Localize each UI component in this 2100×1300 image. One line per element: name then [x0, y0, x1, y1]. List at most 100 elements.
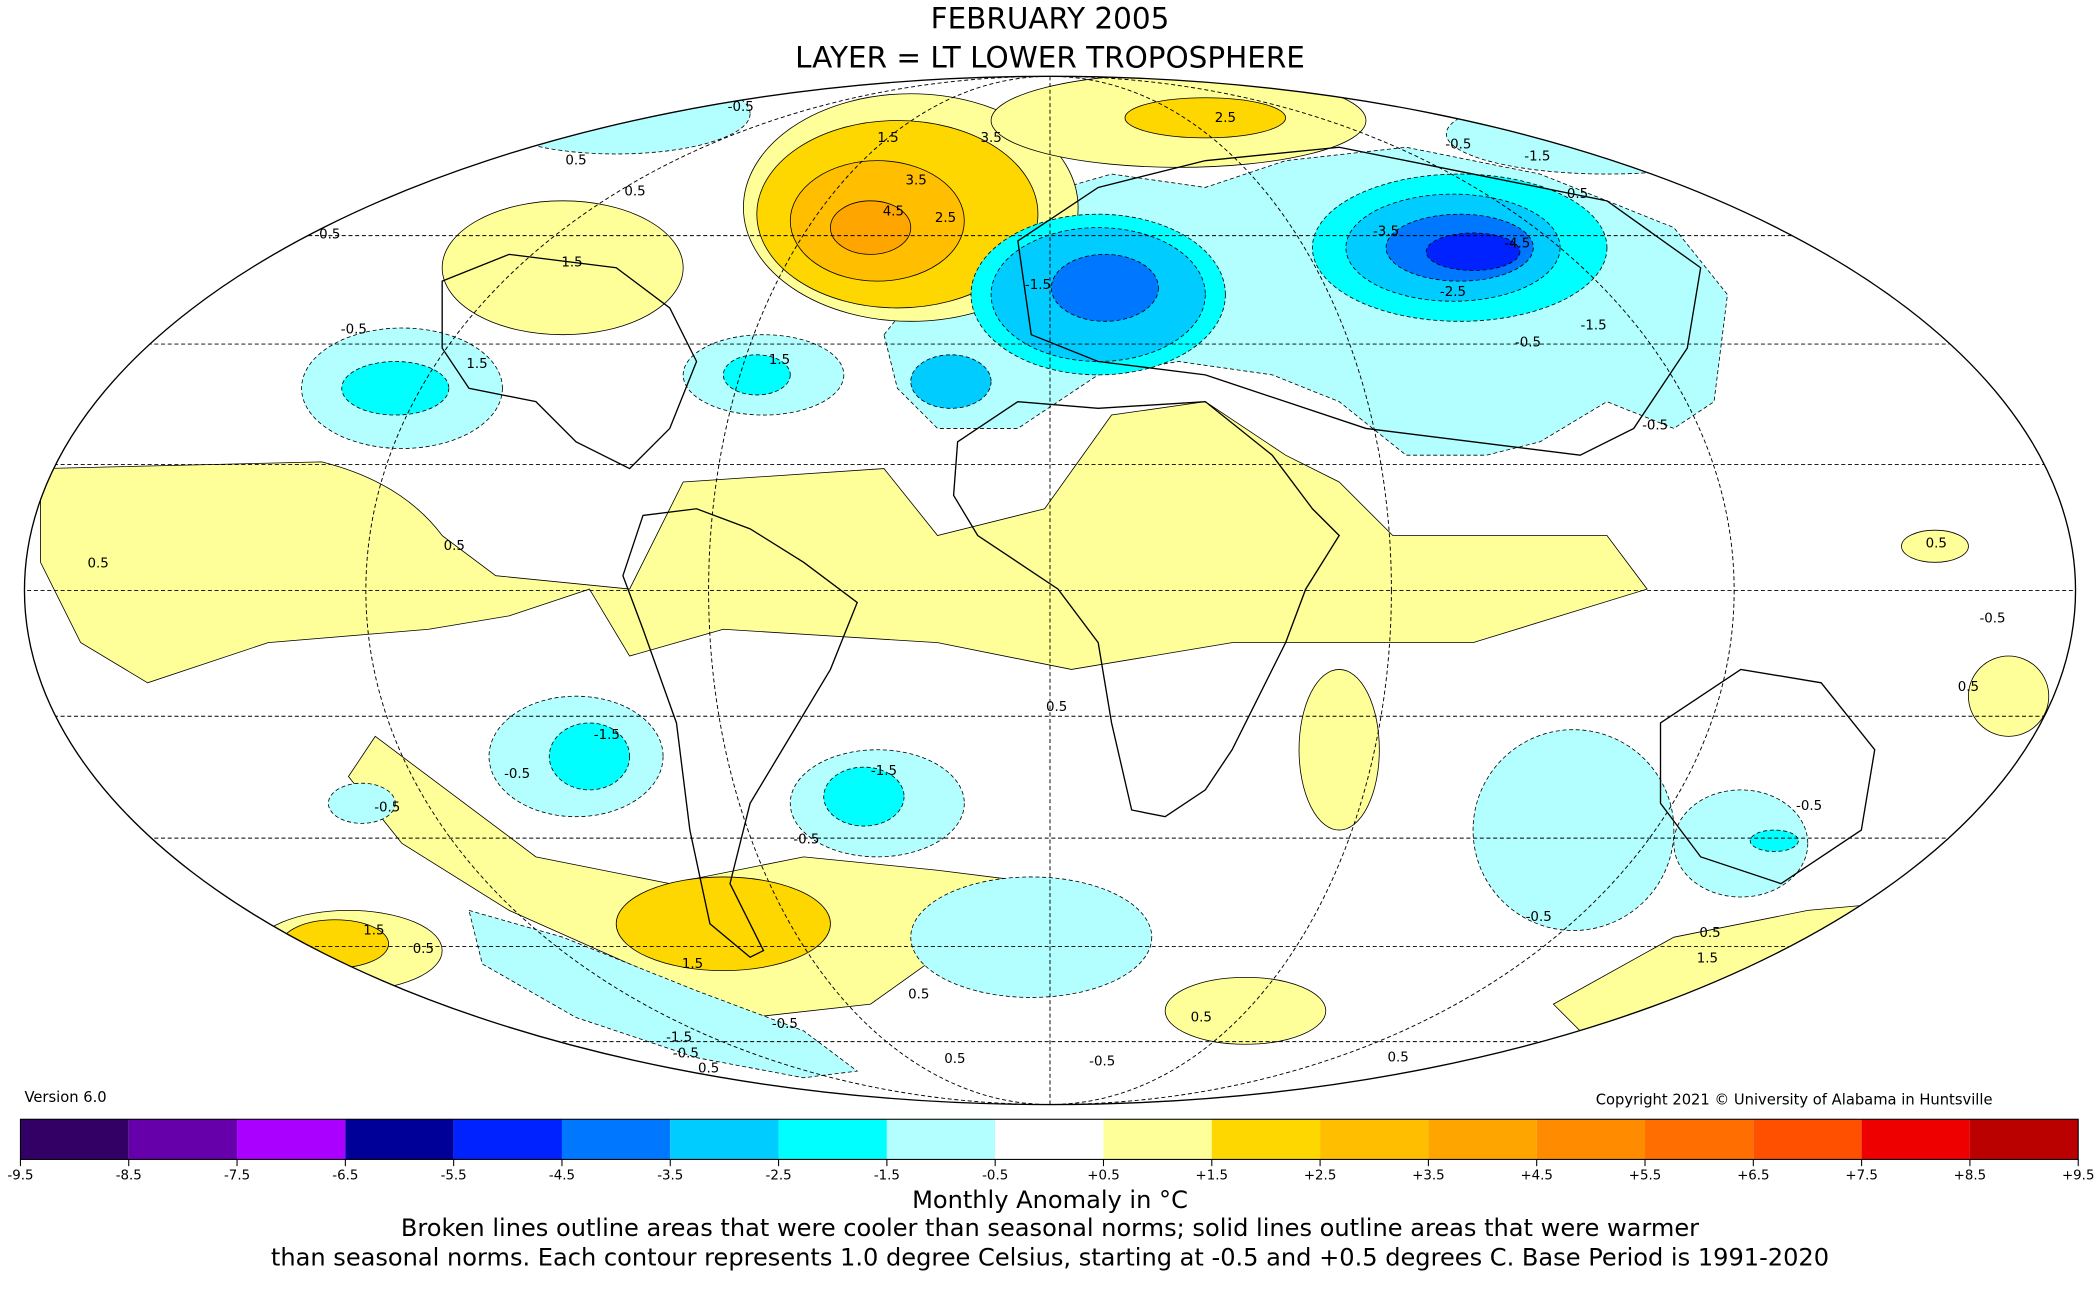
contour-label: 3.5: [905, 174, 926, 189]
contour-label: -2.5: [1440, 285, 1466, 300]
contour-label: 0.5: [908, 988, 929, 1003]
anomaly-area: [481, 76, 751, 155]
colorbar-tick-label: -9.5: [7, 1168, 33, 1183]
contour-label: 0.5: [413, 942, 434, 957]
colorbar-tick-label: +8.5: [1954, 1168, 1986, 1183]
subtitle: LAYER = LT LOWER TROPOSPHERE: [795, 40, 1305, 74]
anomaly-area: [910, 354, 992, 409]
colorbar-label: Monthly Anomaly in °C: [912, 1186, 1188, 1214]
caption-line: Broken lines outline areas that were coo…: [401, 1214, 1699, 1242]
contour-label: 1.5: [466, 357, 487, 372]
colorbar-tick-label: +0.5: [1087, 1168, 1119, 1183]
colorbar-swatch: [886, 1119, 996, 1160]
contour-label: 0.5: [624, 184, 645, 199]
contour-label: 1.5: [877, 131, 898, 146]
anomaly-area: [823, 766, 905, 827]
anomaly-area: [1749, 829, 1799, 852]
anomaly-area: [1050, 253, 1159, 322]
copyright: Copyright 2021 © University of Alabama i…: [1596, 1092, 1993, 1109]
contour-label: -0.5: [1515, 336, 1541, 351]
colorbar-tick-label: -1.5: [874, 1168, 900, 1183]
colorbar-tick-label: +4.5: [1520, 1168, 1552, 1183]
colorbar-frame: [19, 1118, 2079, 1160]
contour-label: 0.5: [1046, 700, 1067, 715]
colorbar-tick-label: -5.5: [441, 1168, 467, 1183]
colorbar-tick-label: -7.5: [224, 1168, 250, 1183]
contour-label: -0.5: [1526, 910, 1552, 925]
anomaly-area: [40, 401, 1648, 684]
contour-label: 1.5: [769, 353, 790, 368]
colorbar-swatch: [1103, 1119, 1212, 1160]
contour-label: 1.5: [561, 255, 582, 270]
contour-labels: -0.5 0.5 1.5 2.5 3.5 4.5 3.5 2.5 0.5 0.5 1.5 -0.5 1.…: [87, 100, 2005, 1076]
contour-label: 0.5: [1191, 1011, 1212, 1026]
contour-label: 0.5: [1567, 187, 1588, 202]
contour-label: 2.5: [1215, 111, 1236, 126]
colorbar-tick-label: -3.5: [657, 1168, 683, 1183]
anomaly-area: [910, 876, 1153, 998]
colorbar-tick-label: -0.5: [982, 1168, 1008, 1183]
contour-label: 1.5: [682, 957, 703, 972]
colorbar-tick-label: +6.5: [1737, 1168, 1769, 1183]
version: Version 6.0: [24, 1089, 106, 1106]
colorbar-swatch: [778, 1119, 887, 1160]
contour-label: 0.5: [319, 227, 340, 242]
anomaly-area: [1164, 976, 1327, 1045]
anomaly-area: [722, 354, 791, 396]
colorbar-swatch: [561, 1119, 671, 1160]
contour-label: -0.5: [1445, 138, 1471, 153]
colorbar-swatch: [1861, 1119, 1970, 1160]
title: FEBRUARY 2005: [931, 2, 1170, 36]
colorbar-swatch: [1320, 1119, 1429, 1160]
contour-label: 0.5: [944, 1052, 965, 1067]
contour-label: -1.5: [594, 728, 620, 743]
contour-label: 1.5: [363, 923, 384, 938]
contour-label: -0.5: [1089, 1055, 1115, 1070]
colorbar-tick-label: -8.5: [116, 1168, 142, 1183]
colorbar-swatch: [670, 1119, 779, 1160]
anomaly-area: [1968, 655, 2050, 737]
colorbar-swatch: [1536, 1119, 1646, 1160]
colorbar-swatch: [20, 1119, 129, 1160]
anomaly-area: [1124, 97, 1287, 139]
contour-label: 3.5: [980, 131, 1001, 146]
anomaly-area: [830, 200, 912, 255]
contour-label: -1.5: [871, 764, 897, 779]
colorbar-tick-label: +3.5: [1412, 1168, 1444, 1183]
anomaly-area: [1298, 669, 1380, 831]
colorbar-tick-label: -6.5: [332, 1168, 358, 1183]
anomaly-area: [1901, 529, 1969, 563]
anomaly-area: [341, 361, 450, 416]
contour-label: -4.5: [1504, 237, 1530, 252]
contour-label: -0.5: [374, 800, 400, 815]
colorbar-swatch: [1211, 1119, 1321, 1160]
caption-line: than seasonal norms. Each contour repres…: [271, 1243, 1829, 1271]
contour-label: 2.5: [935, 211, 956, 226]
colorbar-tick-label: -4.5: [549, 1168, 575, 1183]
contour-label: 0.5: [565, 154, 586, 169]
contour-label: -1.5: [666, 1031, 692, 1046]
contour-label: -0.5: [1642, 419, 1668, 434]
contour-label: 0.5: [1958, 680, 1979, 695]
coastlines: [441, 146, 1876, 959]
anomaly-area: [548, 722, 631, 791]
anomaly-area: [615, 876, 831, 972]
colorbar-swatch: [128, 1119, 238, 1160]
contour-label: -0.5: [772, 1017, 798, 1032]
colorbar-swatch: [995, 1119, 1104, 1160]
globe-outline: [23, 75, 2077, 1106]
colorbar-swatch: [345, 1119, 454, 1160]
contour-label: -1.5: [1581, 318, 1607, 333]
contour-label: 4.5: [883, 205, 904, 220]
contour-label: 0.5: [87, 557, 108, 572]
anomaly-area: [1425, 232, 1521, 271]
colorbar-tick-label: +9.5: [2062, 1168, 2094, 1183]
contour-label: -1.5: [1025, 278, 1051, 293]
contour-label: 0.5: [1926, 537, 1947, 552]
contour-label: -3.5: [1373, 225, 1399, 240]
anomaly-area: [327, 782, 396, 824]
contour-label: -0.5: [1796, 799, 1822, 814]
colorbar-tick-label: +1.5: [1196, 1168, 1228, 1183]
